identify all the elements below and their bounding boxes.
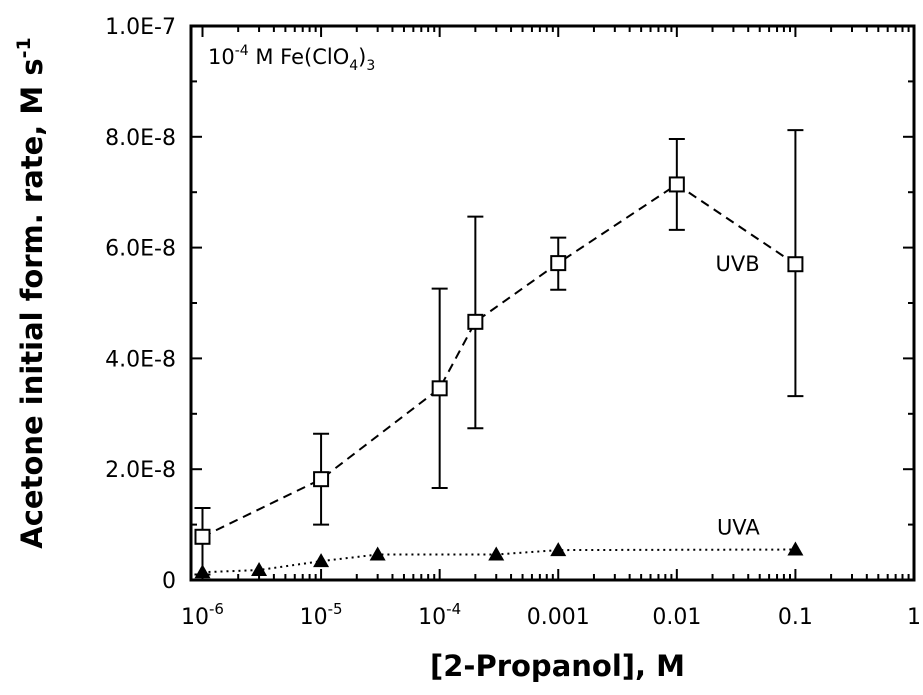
x-tick-label: 0.1 <box>778 605 813 630</box>
data-point-uvb <box>668 176 685 193</box>
data-point-uvb <box>194 528 211 545</box>
x-tick-label: 0.01 <box>652 605 701 630</box>
data-point-uva <box>787 541 804 556</box>
y-tick-label: 4.0E-8 <box>105 347 176 372</box>
y-tick-label: 8.0E-8 <box>105 126 176 151</box>
y-tick-label: 6.0E-8 <box>105 237 176 262</box>
data-point-uvb <box>467 313 484 330</box>
y-axis-title: Acetone initial form. rate, M s-1 <box>13 37 49 548</box>
series-label-uva: UVA <box>717 515 760 539</box>
x-tick-label: 1 <box>907 605 921 630</box>
label-layer: 10-6 10-5 10-4 0.001 0.01 0.1 1 0 2.0E-8 4.0E-8 6.… <box>105 15 921 630</box>
data-point-uva <box>251 562 268 577</box>
data-point-uva <box>313 553 330 568</box>
x-tick-label: 10-6 <box>181 600 224 630</box>
y-axis-title-text: Acetone initial form. rate, M s <box>15 58 49 548</box>
data-point-uvb <box>431 380 448 397</box>
x-tick-label: 10-5 <box>300 600 343 630</box>
x-tick-label: 10-4 <box>418 600 461 630</box>
x-axis-title: [2-Propanol], M <box>430 649 685 683</box>
y-tick-label: 1.0E-7 <box>105 15 176 40</box>
data-point-uva <box>369 546 386 561</box>
x-tick-label: 0.001 <box>527 605 590 630</box>
data-point-uva <box>550 542 567 557</box>
tick-layer <box>191 25 915 581</box>
y-tick-label: 0 <box>162 569 176 594</box>
data-point-uvb <box>787 256 804 273</box>
series-label-uvb: UVB <box>716 252 760 276</box>
y-axis-title-superscript: -1 <box>13 37 35 58</box>
y-tick-label: 2.0E-8 <box>105 458 176 483</box>
data-point-uvb <box>550 255 567 272</box>
series-line-uvb <box>202 183 796 538</box>
data-point-uvb <box>313 471 330 488</box>
series-layer <box>194 129 804 579</box>
concentration-annotation: 10-4 M Fe(ClO4)3 <box>208 43 375 74</box>
data-point-uva <box>488 546 505 561</box>
plot-frame <box>189 24 916 582</box>
